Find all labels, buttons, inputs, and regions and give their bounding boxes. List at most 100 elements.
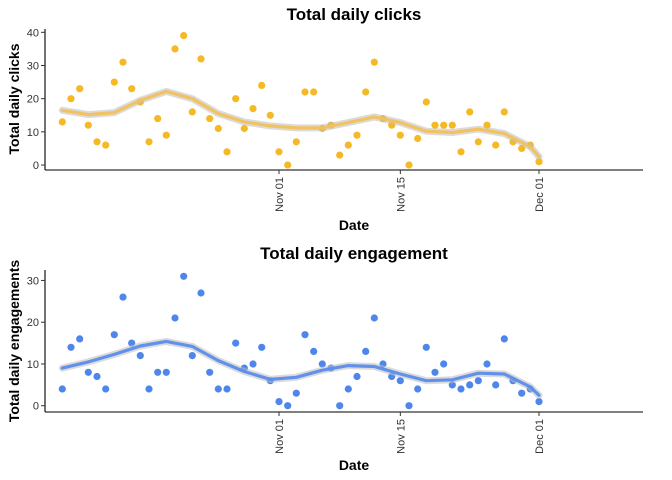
- clicks-point: [188, 108, 196, 116]
- clicks-point: [431, 121, 439, 129]
- engagement-point: [431, 368, 439, 376]
- clicks-point: [422, 98, 430, 106]
- engagement-point: [518, 389, 526, 397]
- clicks-point: [58, 118, 66, 126]
- engagement-point: [275, 398, 283, 406]
- engagement-point: [84, 368, 92, 376]
- engagement-point: [474, 377, 482, 385]
- engagement-point: [353, 372, 361, 381]
- clicks-point: [145, 138, 153, 146]
- clicks-point: [336, 151, 344, 159]
- engagement-y-tick-label: 20: [27, 317, 39, 329]
- clicks-point: [84, 121, 92, 129]
- engagement-point: [405, 402, 413, 410]
- engagement-x-tick-label: Nov 01: [274, 419, 286, 454]
- clicks-y-tick-label: 20: [27, 94, 39, 106]
- engagement-point: [284, 402, 292, 410]
- engagement-point: [249, 360, 257, 368]
- engagement-point: [188, 352, 196, 360]
- clicks-point: [396, 131, 404, 139]
- engagement-point: [110, 331, 118, 339]
- engagement-point: [145, 385, 153, 393]
- clicks-point: [275, 148, 283, 156]
- engagement-y-axis-title: Total daily engagements: [6, 260, 22, 423]
- engagement-point: [292, 389, 300, 397]
- engagement-point: [483, 360, 491, 368]
- engagement-point: [336, 402, 344, 410]
- engagement-point: [58, 385, 66, 393]
- engagement-y-tick-label: 0: [33, 401, 39, 413]
- engagement-y-tick-label: 10: [27, 359, 39, 371]
- clicks-smooth-line: [60, 89, 541, 159]
- engagement-x-tick-label: Nov 15: [395, 419, 407, 454]
- clicks-point: [197, 55, 205, 63]
- engagement-point: [301, 331, 309, 339]
- clicks-y-tick-label: 40: [27, 27, 39, 39]
- clicks-point: [214, 124, 222, 133]
- clicks-point: [249, 105, 257, 113]
- clicks-point: [171, 45, 179, 53]
- clicks-chart: Total daily clicks 0 10 20 30 40 Nov 01 Nov 1…: [6, 5, 643, 233]
- engagement-x-axis-title: Date: [339, 457, 370, 473]
- clicks-point: [292, 138, 300, 146]
- clicks-point: [301, 88, 309, 96]
- engagement-point: [214, 385, 222, 393]
- clicks-y-tick-label: 10: [27, 127, 39, 139]
- engagement-point: [136, 352, 144, 360]
- clicks-point: [448, 121, 456, 129]
- engagement-smooth-line: [60, 339, 541, 397]
- clicks-point: [258, 81, 266, 89]
- clicks-y-tick-label: 30: [27, 60, 39, 72]
- clicks-point: [362, 88, 370, 96]
- clicks-point: [102, 141, 110, 149]
- engagement-point: [370, 314, 378, 322]
- clicks-y-tick-label: 0: [33, 160, 39, 172]
- engagement-point: [440, 360, 448, 368]
- clicks-point: [232, 95, 240, 103]
- engagement-point: [93, 372, 101, 381]
- engagement-point: [457, 385, 465, 393]
- engagement-y-ticks: 0 10 20 30: [27, 275, 45, 413]
- clicks-point: [440, 121, 448, 129]
- engagement-x-ticks: Nov 01 Nov 15 Dec 01: [274, 412, 546, 454]
- clicks-point: [119, 58, 127, 66]
- clicks-point: [240, 124, 248, 133]
- clicks-point: [353, 131, 361, 139]
- clicks-point: [266, 111, 274, 119]
- engagement-point: [396, 377, 404, 385]
- engagement-point: [232, 339, 240, 347]
- engagement-point: [162, 368, 170, 376]
- clicks-point: [76, 85, 84, 93]
- engagement-point: [318, 360, 326, 368]
- engagement-point: [535, 398, 543, 406]
- clicks-chart-title: Total daily clicks: [287, 5, 422, 24]
- clicks-y-axis-title: Total daily clicks: [6, 43, 22, 154]
- clicks-x-tick-label: Nov 15: [395, 177, 407, 212]
- clicks-point: [93, 138, 101, 146]
- engagement-point: [154, 368, 162, 376]
- engagement-point: [310, 347, 318, 355]
- clicks-point: [162, 131, 170, 139]
- clicks-x-ticks: Nov 01 Nov 15 Dec 01: [274, 170, 546, 212]
- engagement-point: [171, 314, 179, 322]
- clicks-point: [500, 108, 508, 116]
- engagement-point: [422, 343, 430, 351]
- engagement-point: [466, 381, 474, 389]
- engagement-point: [500, 335, 508, 343]
- engagement-point: [119, 293, 127, 301]
- engagement-marks: [58, 272, 543, 410]
- clicks-point: [535, 158, 543, 166]
- clicks-point: [344, 141, 352, 149]
- clicks-point: [466, 108, 474, 116]
- engagement-point: [102, 385, 110, 393]
- clicks-marks: [58, 31, 543, 169]
- clicks-point: [405, 161, 413, 169]
- clicks-y-ticks: 0 10 20 30 40: [27, 27, 45, 172]
- clicks-point: [474, 138, 482, 146]
- clicks-x-tick-label: Dec 01: [534, 177, 546, 212]
- clicks-x-axis-title: Date: [339, 217, 370, 233]
- engagement-point: [362, 347, 370, 355]
- clicks-x-tick-label: Nov 01: [274, 177, 286, 212]
